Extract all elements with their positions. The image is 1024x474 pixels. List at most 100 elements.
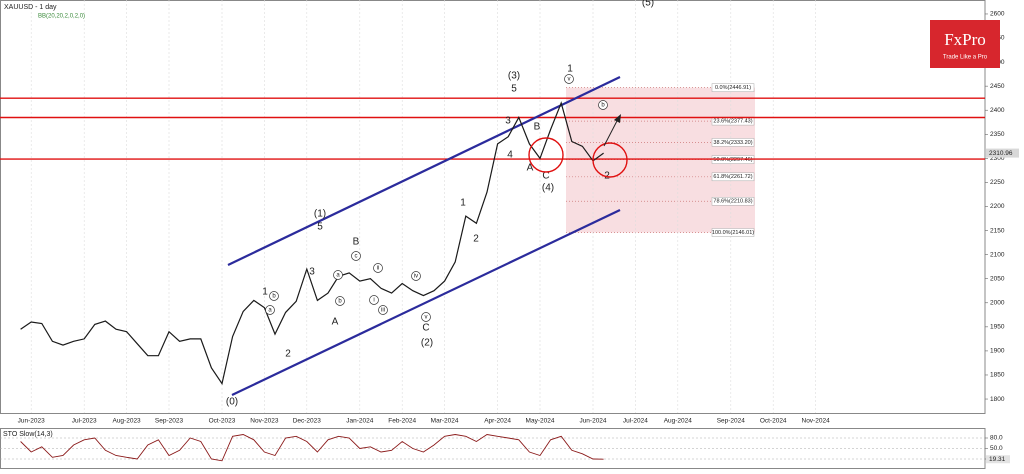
fib-label: 23.6%(2377.43) (713, 119, 752, 125)
fib-label: 0.0%(2446.91) (715, 85, 751, 91)
wave-label: (2) (421, 338, 433, 349)
wave-label: (0) (226, 397, 238, 408)
last-price-box (986, 148, 1019, 158)
wave-label: 3 (309, 267, 315, 278)
y-tick-label: 2200 (990, 203, 1005, 210)
plot-layer: 0.0%(2446.91) 23.6%(2377.43) 38.2%(2333.20… (0, 0, 1019, 464)
wave-label: (3) (508, 71, 520, 82)
fib-label: 50.0%(2297.46) (713, 157, 752, 163)
price-line (20, 101, 604, 386)
wave-circle (269, 291, 279, 301)
x-tick-label: Sep-2023 (155, 418, 184, 425)
y-tick-label: 1850 (990, 372, 1005, 379)
wave-circle (333, 270, 343, 280)
wave-label: A (527, 163, 534, 174)
y-tick-label: 2300 (990, 155, 1005, 162)
wave-label: a (336, 273, 340, 279)
y-tick-label: 2100 (990, 251, 1005, 258)
wave-circle (411, 271, 421, 281)
wave-label: 4 (507, 150, 513, 161)
wave-label: 1 (262, 287, 268, 298)
wave-label: b (601, 103, 605, 109)
chart-title: XAUUSD - 1 day (4, 4, 57, 11)
x-tick-label: Dec-2023 (293, 418, 322, 425)
wave-label: ii (377, 266, 380, 272)
wave-circle (378, 305, 388, 315)
x-tick-label: Mar-2024 (431, 418, 459, 425)
y-tick-label: 50.0 (990, 445, 1003, 452)
wave-label: A (332, 317, 339, 328)
wave-label: c (355, 254, 358, 260)
wave-label: 1 (460, 198, 466, 209)
wave-circle (421, 312, 431, 322)
wave-circle (373, 263, 383, 273)
wave-label: B (353, 237, 360, 248)
wave-label: a (268, 308, 272, 314)
highlight-circle (528, 137, 564, 173)
x-tick-label: Jul-2023 (72, 418, 97, 425)
fib-label: 100.0%(2146.01) (712, 230, 754, 236)
wave-label: 3 (505, 116, 511, 127)
logo-name: FxPro (944, 30, 986, 49)
y-tick-label: 2350 (990, 131, 1005, 138)
wave-label: (4) (542, 183, 554, 194)
x-tick-label: Jan-2024 (346, 418, 373, 425)
wave-label: (5) (642, 0, 654, 9)
fib-label-box (711, 197, 755, 206)
y-tick-label: 80.0 (990, 435, 1003, 442)
indicator-title: STO Slow(14,3) (3, 431, 53, 438)
wave-label: C (422, 323, 429, 334)
fib-label: 61.8%(2261.72) (713, 174, 752, 180)
x-tick-label: Aug-2023 (112, 418, 141, 425)
y-tick-label: 2150 (990, 227, 1005, 234)
y-tick-label: 1950 (990, 324, 1005, 331)
wave-circle (265, 305, 275, 315)
last-price: 2310.96 (989, 150, 1013, 157)
x-tick-label: Apr-2024 (484, 418, 511, 425)
x-tick-label: Jun-2024 (579, 418, 606, 425)
channel-upper (227, 76, 621, 266)
fib-label: 38.2%(2333.20) (713, 140, 752, 146)
wave-circle (564, 74, 574, 84)
fib-label: 78.6%(2210.83) (713, 199, 752, 205)
wave-label: iii (381, 308, 385, 314)
x-tick-label: Nov-2023 (250, 418, 279, 425)
wave-label: B (534, 122, 541, 133)
chart-subtitle: BB(20,20,2,0,2,0) (38, 14, 85, 20)
y-tick-label: 1800 (990, 396, 1005, 403)
wave-circle (598, 100, 608, 110)
channel-lower (231, 209, 621, 396)
fib-label-box (711, 228, 755, 237)
wave-label: 2 (473, 234, 479, 245)
wave-label: i (373, 298, 374, 304)
last-stoch-box (986, 455, 1010, 464)
wave-label: b (338, 299, 342, 305)
y-tick-label: 2400 (990, 107, 1005, 114)
fib-label-box (711, 138, 755, 147)
fib-label-box (711, 172, 755, 182)
y-tick-label: 2000 (990, 299, 1005, 306)
wave-label: 5 (317, 222, 323, 233)
wave-label: b (272, 294, 276, 300)
fib-label-box (711, 83, 755, 92)
y-tick-label: 2250 (990, 179, 1005, 186)
wave-label: v (425, 315, 428, 321)
wave-label: 2 (285, 349, 291, 360)
y-tick-label: 2450 (990, 83, 1005, 90)
x-tick-label: May-2024 (526, 418, 555, 425)
logo-box (930, 20, 1000, 68)
y-tick-label: 2600 (990, 11, 1005, 18)
forecast-arrow (603, 118, 619, 147)
x-tick-label: Oct-2024 (760, 418, 787, 425)
wave-circle (351, 251, 361, 261)
x-tick-label: Oct-2023 (209, 418, 236, 425)
wave-circle (335, 296, 345, 306)
x-tick-label: Jun-2023 (18, 418, 45, 425)
arrow-head (614, 114, 621, 123)
wave-circle (369, 295, 379, 305)
wave-label: v (568, 77, 571, 83)
x-tick-label: Aug-2024 (664, 418, 693, 425)
wave-label: 1 (567, 64, 573, 75)
